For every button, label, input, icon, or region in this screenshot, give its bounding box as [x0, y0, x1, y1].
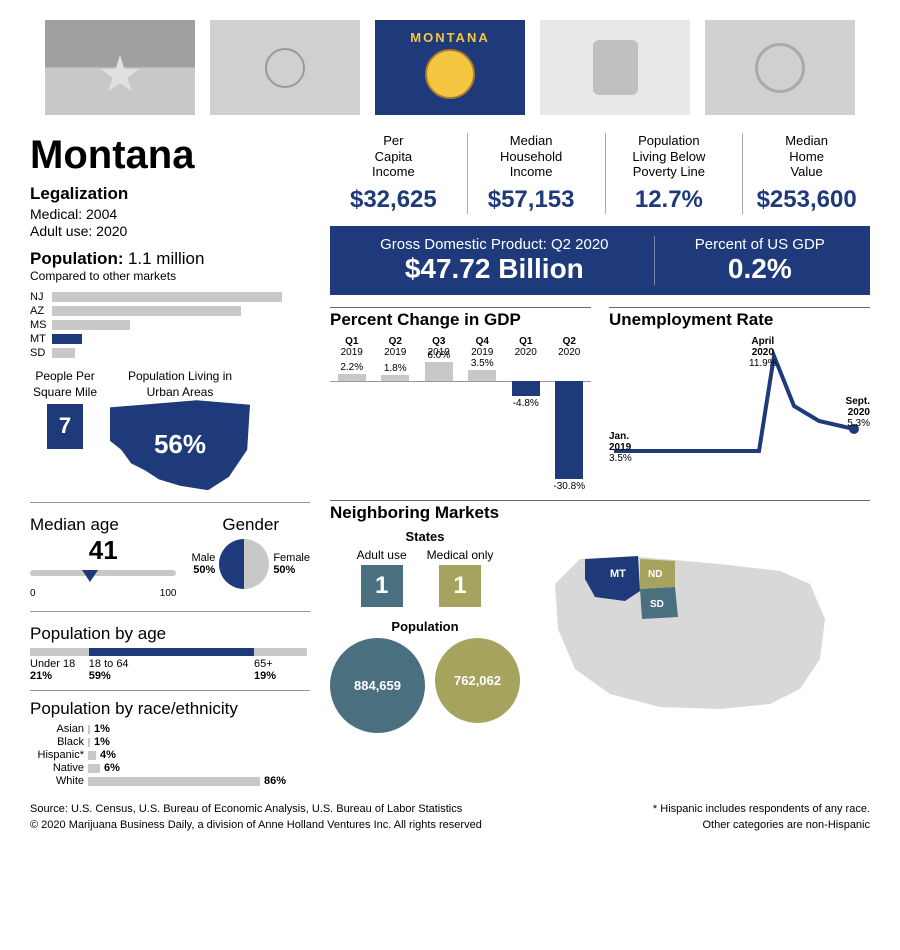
flag-az — [45, 20, 195, 115]
pop-circles: 884,659762,062 — [330, 638, 520, 733]
density-label: People Per Square Mile — [30, 369, 100, 400]
footer-note2: Other categories are non-Hispanic — [653, 818, 870, 833]
gdp-value: $47.72 Billion — [350, 253, 639, 285]
unemp-start-label: Jan.20193.5% — [609, 431, 632, 464]
gdp-change-chart: Percent Change in GDP Q120192.2%Q220191.… — [330, 307, 591, 486]
left-column: Montana Legalization Medical: 2004 Adult… — [30, 133, 310, 788]
gender-pie — [219, 539, 269, 589]
medical-only-count: Medical only 1 — [427, 548, 494, 607]
flag-nj — [540, 20, 690, 115]
median-age: Median age 41 0100 — [30, 515, 176, 599]
age-band-chart — [30, 648, 310, 656]
states-label: States — [330, 529, 520, 544]
flag-mt: MONTANA — [375, 20, 525, 115]
footer: Source: U.S. Census, U.S. Bureau of Econ… — [30, 802, 870, 833]
pop-compare-chart: NJAZMSMTSD — [30, 291, 310, 359]
age-value: 41 — [30, 535, 176, 566]
unemp-title: Unemployment Rate — [609, 307, 870, 330]
unemployment-chart: Unemployment Rate April202011.9% Jan.201… — [609, 307, 870, 486]
state-title: Montana — [30, 133, 310, 178]
gdp-pct: 0.2% — [670, 253, 850, 285]
unemp-end-label: Sept.20205.3% — [846, 396, 870, 429]
footer-note1: * Hispanic includes respondents of any r… — [653, 802, 870, 817]
medical-year: Medical: 2004 — [30, 206, 310, 222]
gdp-change-title: Percent Change in GDP — [330, 307, 591, 330]
neigh-title: Neighboring Markets — [330, 503, 870, 523]
svg-text:ND: ND — [648, 569, 662, 580]
us-map: MT ND SD — [540, 529, 870, 733]
race-chart: Asian1%Black1%Hispanic*4%Native6%White86… — [30, 723, 310, 787]
flag-row: MONTANA — [30, 20, 870, 115]
race-title: Population by race/ethnicity — [30, 699, 310, 719]
metrics-row: PerCapitaIncome$32,625MedianHouseholdInc… — [330, 133, 870, 214]
urban-label: Population Living in Urban Areas — [120, 369, 240, 400]
right-column: PerCapitaIncome$32,625MedianHouseholdInc… — [330, 133, 870, 788]
adult-year: Adult use: 2020 — [30, 223, 310, 239]
gdp-title: Gross Domestic Product: Q2 2020 — [350, 236, 639, 253]
pop-age-title: Population by age — [30, 624, 310, 644]
flag-ms — [210, 20, 360, 115]
flag-sd — [705, 20, 855, 115]
density-value: 7 — [47, 404, 83, 449]
gender: Gender Male50% Female50% — [191, 515, 310, 599]
neighboring-markets: Neighboring Markets States Adult use 1 M… — [330, 500, 870, 733]
age-marker-icon — [82, 570, 98, 582]
svg-text:MT: MT — [610, 568, 626, 580]
urban-box: Population Living in Urban Areas 56% — [110, 369, 250, 490]
mt-silhouette: 56% — [110, 400, 250, 490]
density-box: People Per Square Mile 7 — [30, 369, 100, 449]
legalization-label: Legalization — [30, 184, 310, 204]
pop-label: Population: — [30, 249, 123, 268]
pop-sub: Compared to other markets — [30, 269, 310, 283]
pop-value: 1.1 million — [128, 249, 205, 268]
age-band-labels: Under 1821%18 to 6459%65+19% — [30, 658, 310, 682]
svg-text:SD: SD — [650, 599, 664, 610]
gender-label: Gender — [191, 515, 310, 535]
gdp-bar: Gross Domestic Product: Q2 2020 $47.72 B… — [330, 226, 870, 295]
unemp-svg — [609, 336, 869, 486]
gdp-pct-label: Percent of US GDP — [670, 236, 850, 253]
neigh-pop-label: Population — [330, 619, 520, 634]
footer-source: Source: U.S. Census, U.S. Bureau of Econ… — [30, 802, 482, 817]
age-label: Median age — [30, 515, 176, 535]
adult-use-count: Adult use 1 — [357, 548, 407, 607]
unemp-peak-label: April202011.9% — [749, 336, 777, 369]
footer-copyright: © 2020 Marijuana Business Daily, a divis… — [30, 818, 482, 833]
